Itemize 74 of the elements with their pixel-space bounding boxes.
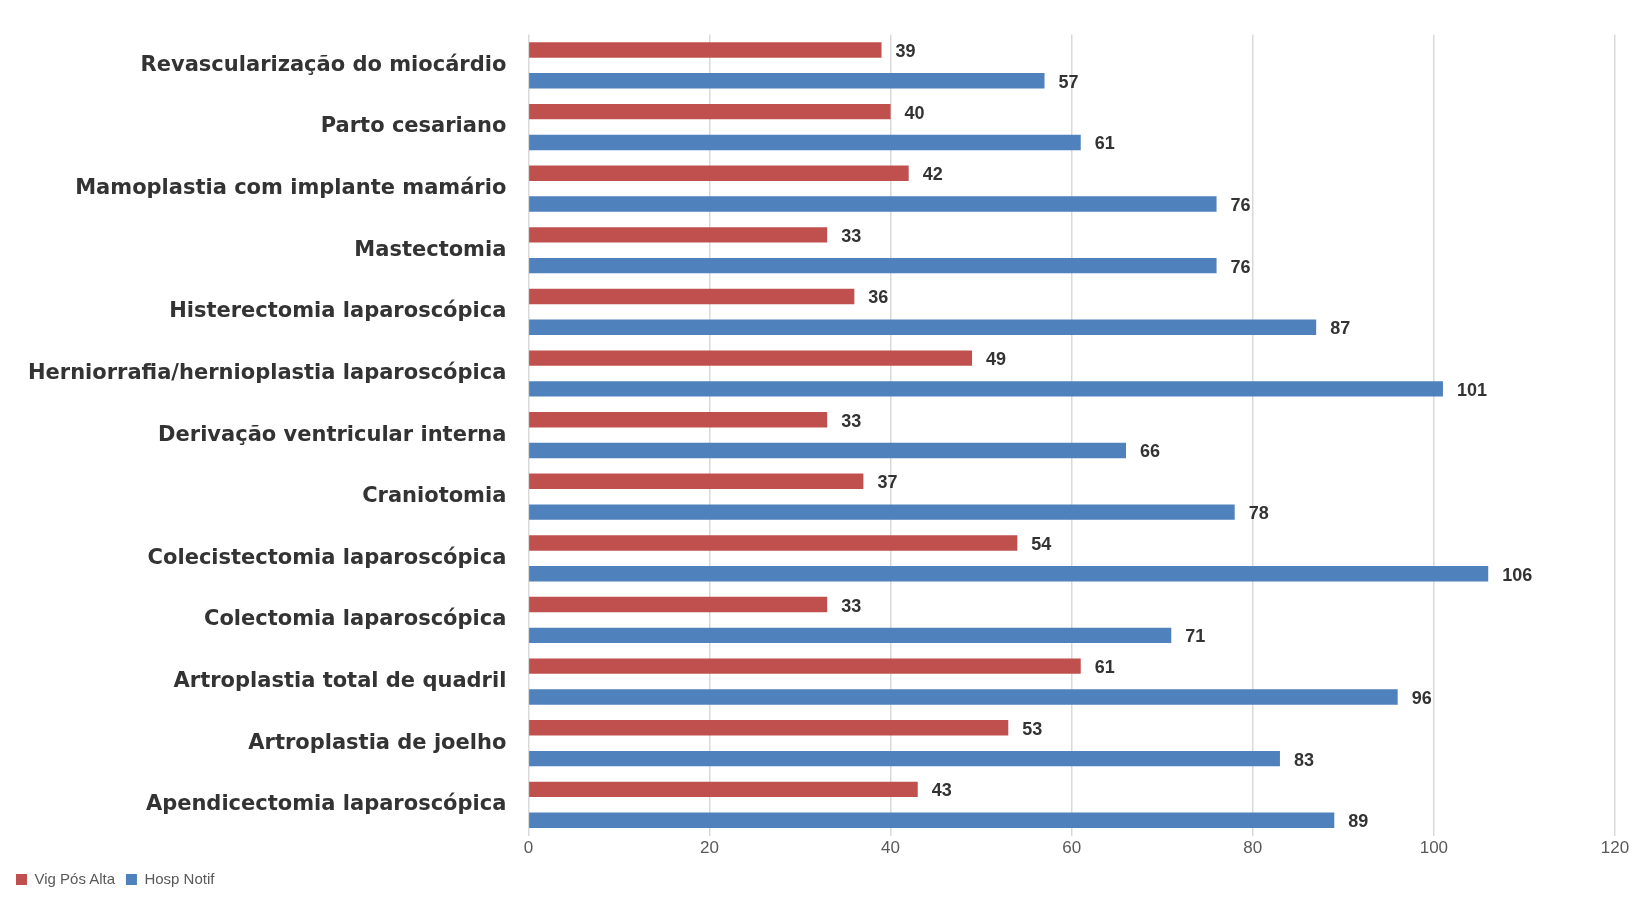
data-label: 89 <box>1348 811 1369 832</box>
data-label: 42 <box>922 164 943 185</box>
y-tick-label: Mamoplastia com implante mamário <box>75 175 507 200</box>
data-label: 40 <box>904 102 925 123</box>
x-tick-label: 80 <box>1243 838 1263 858</box>
data-label: 33 <box>841 595 862 616</box>
y-tick-label: Herniorrafia/hernioplastia laparoscópica <box>27 359 507 384</box>
data-label: 33 <box>841 225 862 246</box>
bar <box>529 566 1489 582</box>
data-label: 101 <box>1456 379 1487 400</box>
bar <box>529 381 1443 397</box>
data-label: 96 <box>1411 687 1432 708</box>
data-label: 106 <box>1502 564 1533 585</box>
y-tick-label: Derivação ventricular interna <box>158 421 507 446</box>
bar <box>529 504 1235 520</box>
bar <box>529 196 1217 212</box>
data-label: 57 <box>1058 71 1079 92</box>
bar <box>529 781 918 798</box>
bar <box>529 134 1081 151</box>
data-label: 61 <box>1094 133 1115 154</box>
y-tick-label: Colectomia laparoscópica <box>204 606 507 631</box>
y-tick-label: Parto cesariano <box>320 113 507 138</box>
y-tick-label: Artroplastia total de quadril <box>173 668 507 693</box>
data-label: 39 <box>895 40 916 61</box>
bar <box>529 257 1217 274</box>
bar <box>529 319 1317 335</box>
bar <box>529 473 864 490</box>
data-label: 53 <box>1022 718 1043 739</box>
bar <box>529 812 1335 828</box>
bar <box>529 596 828 613</box>
data-label: 76 <box>1230 195 1251 216</box>
data-label: 83 <box>1293 749 1314 770</box>
y-tick-label: Artroplastia de joelho <box>248 729 507 754</box>
bar <box>529 227 828 243</box>
y-tick-label: Craniotomia <box>362 483 507 508</box>
bar <box>529 350 973 366</box>
bar <box>529 658 1081 674</box>
y-tick-label: Revascularização do miocárdio <box>140 51 507 76</box>
data-label: 54 <box>1031 533 1052 554</box>
x-tick-label: 100 <box>1419 838 1449 858</box>
bar <box>529 42 882 58</box>
bar <box>529 288 855 305</box>
data-label: 33 <box>841 410 862 431</box>
data-label: 66 <box>1140 441 1161 462</box>
bar <box>529 442 1127 459</box>
data-label: 78 <box>1248 503 1269 524</box>
bar <box>529 411 828 428</box>
data-label: 49 <box>986 349 1007 370</box>
legend-label: Vig Pós Alta <box>34 869 116 887</box>
bar <box>529 720 1009 736</box>
data-label: 61 <box>1094 657 1115 678</box>
x-tick-label: 40 <box>881 838 901 858</box>
x-tick-label: 0 <box>523 838 534 858</box>
x-tick-label: 60 <box>1062 838 1082 858</box>
x-tick-label: 20 <box>700 838 719 858</box>
bar <box>529 627 1172 644</box>
bar <box>529 750 1280 767</box>
bar <box>529 165 909 181</box>
data-label: 76 <box>1230 256 1251 277</box>
y-tick-label: Histerectomia laparoscópica <box>169 298 507 323</box>
y-tick-label: Mastectomia <box>354 236 507 261</box>
bar <box>529 103 891 120</box>
y-tick-label: Apendicectomia laparoscópica <box>145 791 507 816</box>
y-tick-label: Colecistectomia laparoscópica <box>147 544 507 569</box>
data-label: 71 <box>1185 626 1206 647</box>
data-label: 37 <box>877 472 898 493</box>
bar <box>529 535 1018 551</box>
legend-label: Hosp Notif <box>144 869 216 887</box>
bar <box>529 689 1398 705</box>
data-label: 43 <box>931 780 952 801</box>
bar <box>529 73 1045 89</box>
data-label: 87 <box>1330 318 1351 339</box>
data-label: 36 <box>868 287 889 308</box>
x-tick-label: 120 <box>1600 838 1630 858</box>
